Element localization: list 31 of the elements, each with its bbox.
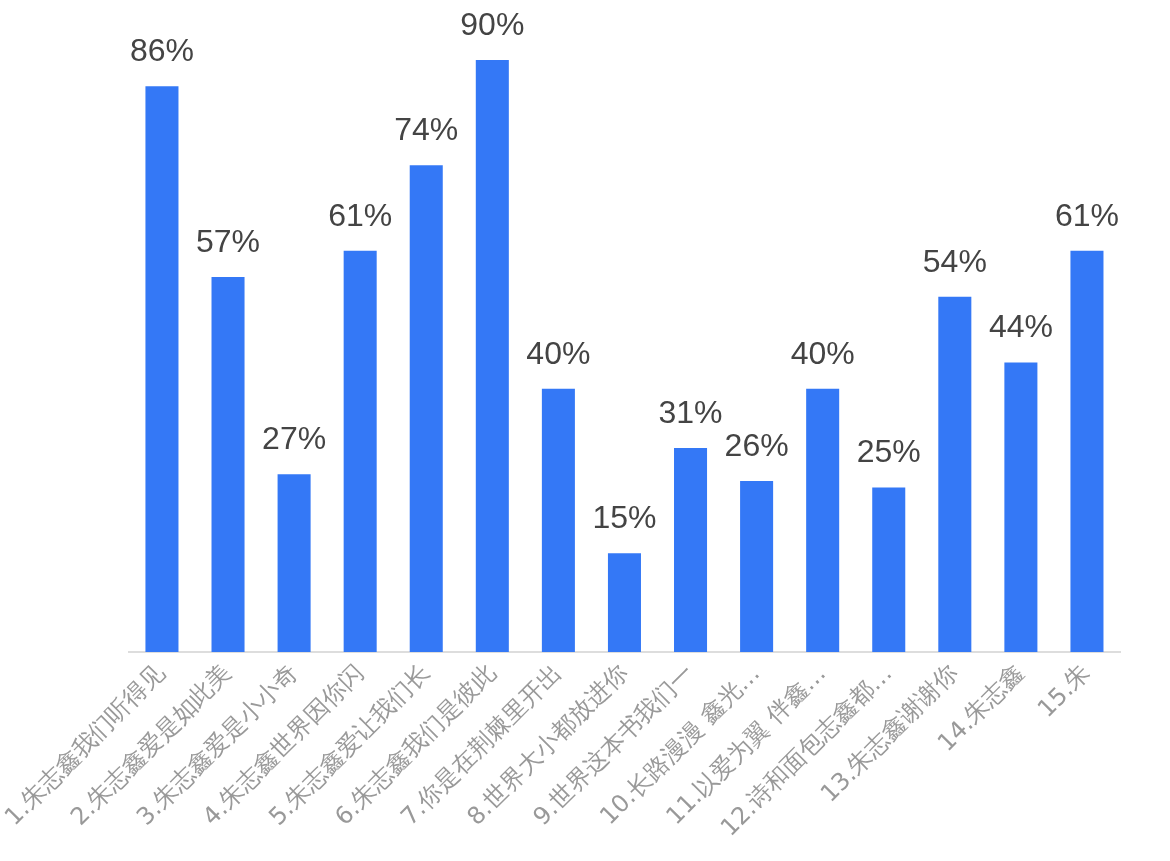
data-label: 27% bbox=[262, 420, 327, 457]
bar bbox=[607, 553, 641, 652]
bar bbox=[277, 474, 311, 652]
bar bbox=[806, 388, 840, 652]
data-label: 40% bbox=[790, 334, 855, 371]
data-label: 31% bbox=[658, 393, 723, 430]
data-label: 44% bbox=[988, 308, 1053, 345]
data-label: 61% bbox=[328, 196, 393, 233]
bar bbox=[872, 487, 906, 652]
bar bbox=[938, 296, 972, 652]
bar bbox=[541, 388, 575, 652]
bar bbox=[1004, 362, 1038, 652]
data-label: 90% bbox=[460, 5, 525, 42]
data-label: 86% bbox=[129, 32, 194, 69]
data-label: 61% bbox=[1054, 196, 1119, 233]
bar bbox=[409, 165, 443, 652]
data-label: 54% bbox=[922, 242, 987, 279]
data-label: 74% bbox=[394, 111, 459, 148]
bar bbox=[211, 277, 245, 652]
data-label: 26% bbox=[724, 426, 789, 463]
x-tick-label: 15.朱 bbox=[1031, 658, 1096, 723]
data-label: 57% bbox=[196, 222, 261, 259]
bar bbox=[1070, 250, 1104, 652]
data-label: 25% bbox=[856, 433, 921, 470]
bar bbox=[740, 480, 774, 652]
bar bbox=[475, 60, 509, 652]
data-label: 15% bbox=[592, 499, 657, 536]
data-label: 40% bbox=[526, 334, 591, 371]
bar bbox=[343, 250, 377, 652]
bar bbox=[674, 448, 708, 652]
bar bbox=[145, 86, 179, 652]
